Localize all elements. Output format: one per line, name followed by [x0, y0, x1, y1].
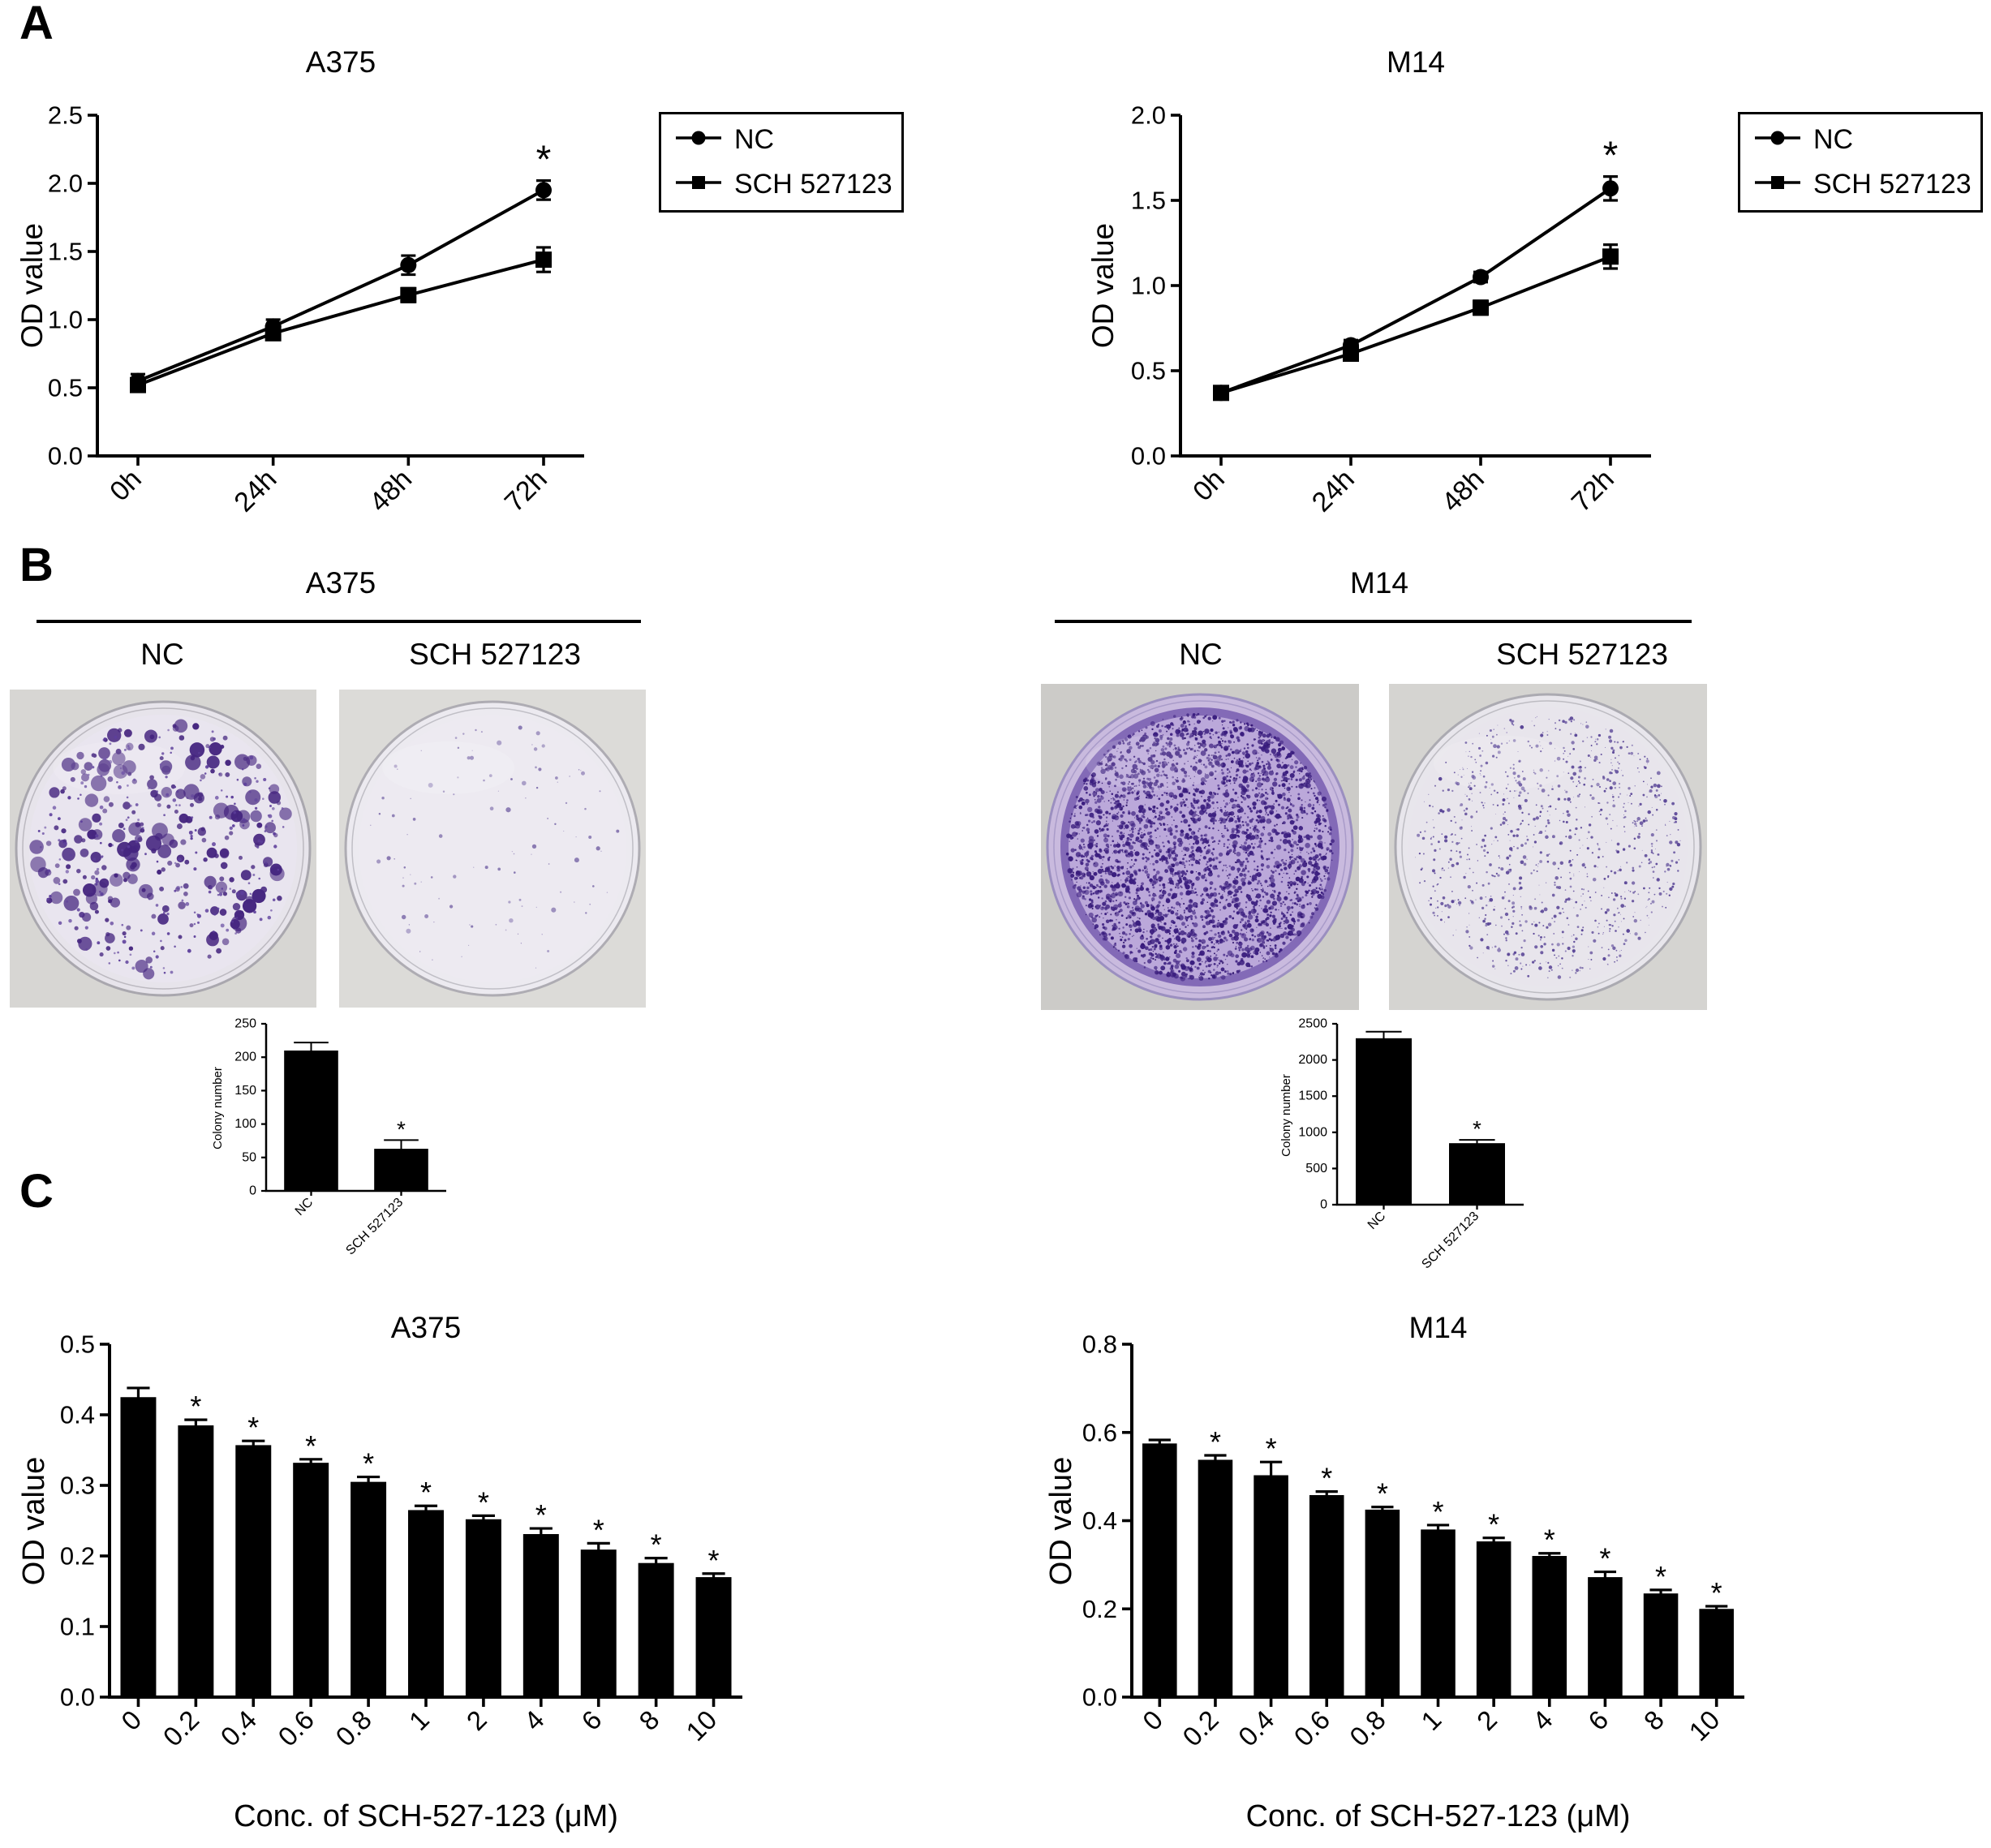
m14-dose-title: M14 — [1408, 1311, 1468, 1344]
svg-text:150: 150 — [234, 1084, 256, 1098]
b-a375-divider — [37, 620, 641, 623]
svg-text:0h: 0h — [1187, 463, 1231, 507]
svg-text:0.5: 0.5 — [1131, 357, 1166, 385]
svg-text:72h: 72h — [1566, 463, 1620, 518]
b-m14-title: M14 — [1350, 566, 1408, 600]
m14-nc-dish-photo — [1041, 684, 1359, 1010]
svg-text:2.0: 2.0 — [1131, 101, 1166, 130]
b-m14-divider — [1055, 620, 1692, 623]
m14-dose-xlabel: Conc. of SCH-527-123 (μM) — [1245, 1799, 1631, 1833]
legend-row-sch: SCH 527123 — [1752, 169, 1980, 200]
m14-dose-chart: 0.0 0.2 0.4 0.6 0.8 0 0.2 0.4 0.6 0.8 1 2 4 6 8 10 * * * * *… — [1039, 1308, 1769, 1762]
svg-text:*: * — [536, 139, 552, 182]
a375-growth-title: A375 — [305, 45, 376, 79]
legend-row-nc: NC — [673, 124, 901, 156]
b-a375-title: A375 — [305, 566, 376, 600]
svg-text:1.0: 1.0 — [48, 306, 83, 334]
a375-growth-legend: NC SCH 527123 — [659, 112, 904, 213]
sch-line-marker-icon — [673, 172, 725, 197]
a375-sch-dish-photo — [339, 690, 646, 1008]
panel-a-label: A — [19, 0, 54, 49]
svg-text:2.5: 2.5 — [48, 101, 83, 130]
a375-dose-title: A375 — [390, 1311, 462, 1344]
a375-dose-xlabel: Conc. of SCH-527-123 (μM) — [234, 1799, 618, 1833]
svg-text:*: * — [1603, 135, 1619, 178]
svg-text:*: * — [397, 1116, 406, 1141]
svg-text:1.0: 1.0 — [1131, 272, 1166, 300]
b-a375-col-nc: NC — [140, 638, 184, 671]
svg-text:0.5: 0.5 — [48, 374, 83, 402]
svg-text:0.0: 0.0 — [1131, 442, 1166, 471]
svg-text:24h: 24h — [1306, 463, 1361, 518]
a375-growth-chart: 0.0 0.5 1.0 1.5 2.0 2.5 0h 24h 48h 72h * — [16, 50, 649, 578]
legend-label-sch: SCH 527123 — [1813, 169, 1972, 200]
nc-line-marker-icon — [1752, 127, 1804, 153]
svg-text:2.0: 2.0 — [48, 170, 83, 198]
svg-text:SCH 527123: SCH 527123 — [343, 1196, 406, 1257]
a375-nc-dish-photo — [10, 690, 316, 1008]
b-a375-col-sch: SCH 527123 — [409, 638, 581, 671]
svg-text:24h: 24h — [228, 463, 282, 518]
svg-text:200: 200 — [234, 1051, 256, 1064]
svg-text:250: 250 — [234, 1017, 256, 1031]
svg-text:48h: 48h — [1436, 463, 1490, 518]
m14-growth-title: M14 — [1387, 45, 1445, 79]
b-m14-col-nc: NC — [1179, 638, 1223, 671]
svg-text:1.5: 1.5 — [1131, 187, 1166, 215]
legend-label-nc: NC — [734, 124, 775, 155]
legend-label-sch: SCH 527123 — [734, 169, 892, 200]
legend-row-sch: SCH 527123 — [673, 169, 901, 200]
b-m14-col-sch: SCH 527123 — [1496, 638, 1668, 671]
a375-dose-chart: 0.0 0.1 0.2 0.3 0.4 0.5 0 0.2 0.4 0.6 0.8 1 2 4 6 8 10 * *… — [20, 1308, 767, 1762]
panel-b-label: B — [19, 539, 54, 591]
svg-text:72h: 72h — [499, 463, 553, 518]
m14-colony-chart: 0 500 1000 1500 2000 2500 NC SCH 527123 * — [1264, 1012, 1550, 1282]
svg-text:0.0: 0.0 — [48, 442, 83, 471]
sch-line-marker-icon — [1752, 172, 1804, 197]
svg-text:NC: NC — [293, 1196, 316, 1218]
svg-text:100: 100 — [234, 1117, 256, 1131]
m14-sch-dish-photo — [1389, 684, 1707, 1010]
legend-label-nc: NC — [1813, 124, 1854, 155]
svg-text:0h: 0h — [104, 463, 148, 507]
m14-growth-legend: NC SCH 527123 — [1738, 112, 1983, 213]
legend-row-nc: NC — [1752, 124, 1980, 156]
m14-growth-chart: 0.0 0.5 1.0 1.5 2.0 0h 24h 48h 72h * — [1087, 50, 1720, 578]
svg-text:50: 50 — [242, 1150, 256, 1164]
svg-text:48h: 48h — [363, 463, 418, 518]
nc-line-marker-icon — [673, 127, 725, 153]
svg-text:0: 0 — [249, 1184, 256, 1198]
panel-c-label: C — [19, 1165, 54, 1218]
svg-text:1.5: 1.5 — [48, 238, 83, 266]
a375-colony-chart: 0 50 100 150 200 250 NC SCH 527123 * — [203, 1012, 471, 1257]
